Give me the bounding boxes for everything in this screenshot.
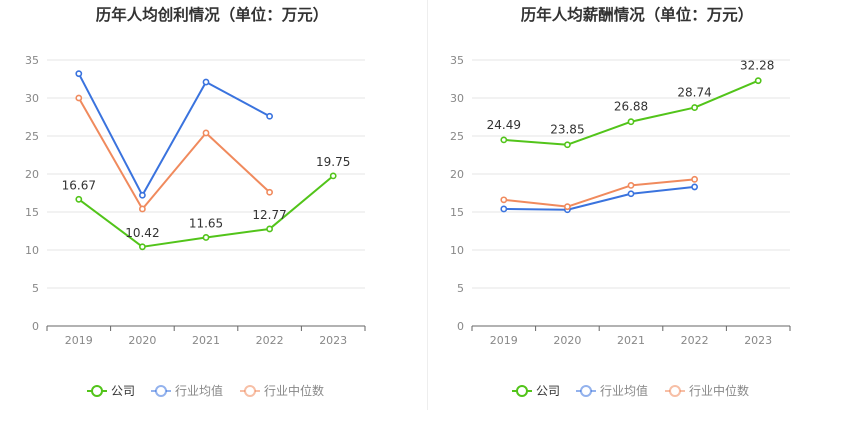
- legend-marker: [669, 385, 681, 397]
- panel-divider: [427, 0, 428, 410]
- legend-label: 行业均值: [175, 383, 223, 398]
- y-tick-label: 20: [450, 168, 464, 181]
- data-point-company: [627, 118, 635, 126]
- x-tick-label: 2020: [553, 334, 581, 347]
- data-point-company: [563, 141, 571, 149]
- data-point-industry_avg: [627, 190, 635, 198]
- data-point-company: [754, 77, 762, 85]
- y-tick-label: 5: [32, 282, 39, 295]
- x-tick-label: 2023: [319, 334, 347, 347]
- series-line-industry_avg: [77, 73, 271, 197]
- legend-label: 行业中位数: [689, 383, 749, 398]
- legend-label: 公司: [111, 384, 135, 398]
- data-point-industry_median: [691, 175, 698, 183]
- legend-item-company: 公司: [87, 384, 135, 398]
- legend-item-industry_avg: 行业均值: [151, 383, 223, 398]
- data-label: 24.49: [487, 118, 521, 132]
- y-tick-label: 15: [450, 206, 464, 219]
- x-tick-label: 2022: [256, 334, 284, 347]
- data-label: 12.77: [252, 208, 286, 222]
- chart-profit-per-employee: 历年人均创利情况（单位：万元） 0 5 10 15 20 25 30 35 2019 2020 202…: [25, 5, 366, 398]
- legend-label: 公司: [536, 384, 560, 398]
- chart-title: 历年人均薪酬情况（单位：万元）: [521, 5, 754, 24]
- y-tick-label: 25: [450, 130, 464, 143]
- x-tick-label: 2020: [128, 334, 156, 347]
- x-tick-label: 2019: [490, 334, 518, 347]
- data-label: 32.28: [740, 59, 774, 73]
- y-tick-label: 30: [25, 92, 39, 105]
- x-tick-label: 2021: [192, 334, 220, 347]
- x-tick-label: 2022: [681, 334, 709, 347]
- x-tick-label: 2023: [744, 334, 772, 347]
- data-point-industry_median: [627, 181, 635, 189]
- data-point-industry_avg: [691, 183, 698, 191]
- data-point-industry_median: [563, 203, 571, 211]
- data-point-company: [329, 172, 337, 180]
- chart-title: 历年人均创利情况（单位：万元）: [96, 5, 329, 24]
- y-tick-label: 30: [450, 92, 464, 105]
- legend-item-industry_avg: 行业均值: [576, 383, 648, 398]
- data-point-industry_avg: [202, 78, 210, 86]
- y-tick-label: 35: [450, 54, 464, 67]
- data-point-industry_avg: [75, 70, 83, 78]
- data-point-company: [500, 136, 508, 144]
- data-label: 23.85: [550, 123, 584, 137]
- data-point-industry_median: [138, 205, 146, 213]
- data-label: 11.65: [189, 216, 223, 230]
- data-point-company: [138, 243, 146, 251]
- x-tick-label: 2019: [65, 334, 93, 347]
- legend-marker: [516, 385, 528, 397]
- series-line-industry_avg: [503, 185, 695, 211]
- data-point-company: [691, 104, 698, 111]
- data-point-industry_avg: [266, 112, 273, 120]
- legend-item-industry_median: 行业中位数: [665, 383, 749, 398]
- data-label: 16.67: [62, 178, 96, 192]
- data-point-company: [75, 195, 83, 203]
- legend-marker: [155, 385, 167, 397]
- y-tick-label: 35: [25, 54, 39, 67]
- data-point-company: [266, 225, 273, 233]
- legend-label: 行业均值: [600, 383, 648, 398]
- chart-salary-per-employee: 历年人均薪酬情况（单位：万元） 0 5 10 15 20 25 30 35 2019 2020 202…: [450, 5, 791, 398]
- data-label: 19.75: [316, 155, 350, 169]
- y-tick-label: 25: [25, 130, 39, 143]
- legend-label: 行业中位数: [264, 383, 324, 398]
- series-line-industry_median: [77, 97, 271, 210]
- y-tick-label: 20: [25, 168, 39, 181]
- legend-marker: [91, 385, 103, 397]
- data-point-industry_avg: [500, 205, 508, 213]
- y-tick-label: 0: [457, 320, 464, 333]
- data-point-industry_median: [75, 94, 83, 102]
- data-point-company: [202, 234, 210, 241]
- data-point-industry_median: [500, 196, 508, 204]
- y-tick-label: 0: [32, 320, 39, 333]
- data-point-industry_avg: [138, 191, 146, 199]
- y-tick-label: 10: [25, 244, 39, 257]
- data-point-industry_median: [266, 188, 273, 196]
- data-label: 10.42: [125, 226, 159, 240]
- y-tick-label: 15: [25, 206, 39, 219]
- series-line-industry_median: [503, 178, 695, 208]
- data-label: 28.74: [677, 86, 711, 100]
- y-tick-label: 5: [457, 282, 464, 295]
- data-label: 26.88: [614, 100, 648, 114]
- x-tick-label: 2021: [617, 334, 645, 347]
- legend-item-company: 公司: [512, 384, 560, 398]
- legend-marker: [244, 385, 256, 397]
- y-tick-label: 10: [450, 244, 464, 257]
- legend-marker: [580, 385, 592, 397]
- legend-item-industry_median: 行业中位数: [240, 383, 324, 398]
- data-point-industry_median: [202, 129, 210, 137]
